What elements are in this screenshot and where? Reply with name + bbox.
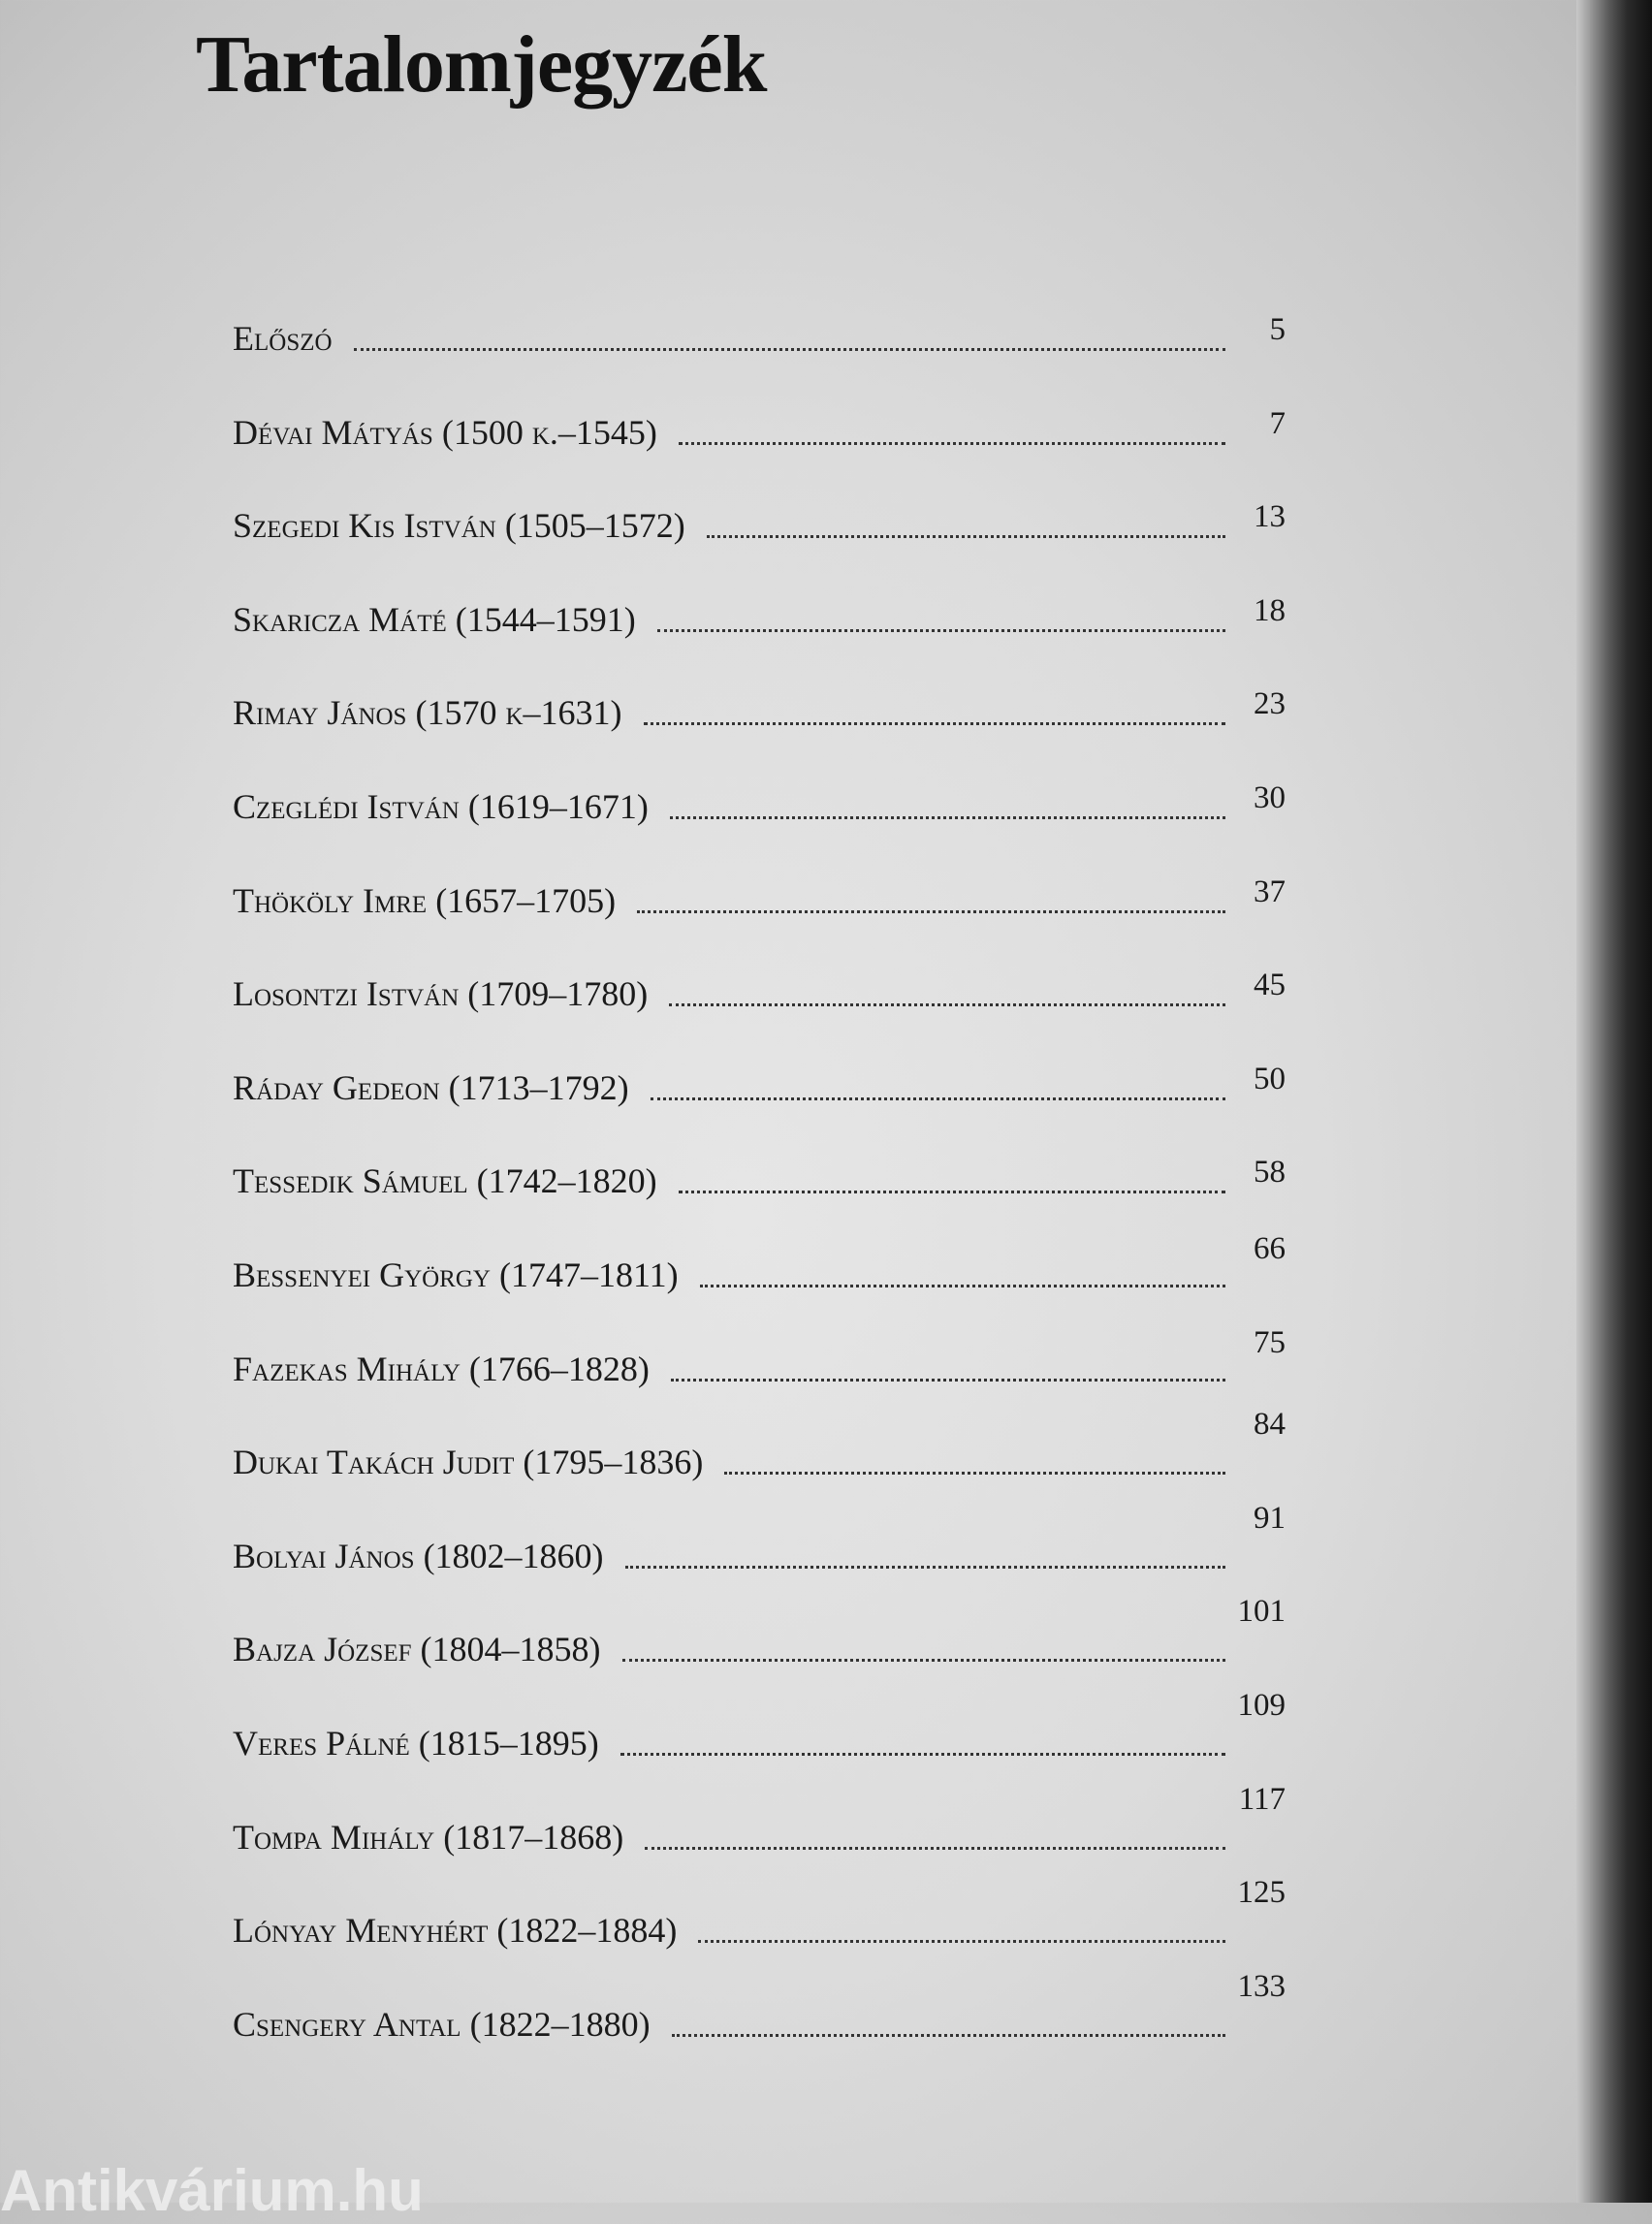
entry-page-number: 5 (1269, 312, 1287, 347)
toc-entry: Tompa Mihály (1817–1868) 117 (233, 1782, 1286, 1858)
entry-page-number: 109 (1237, 1688, 1287, 1723)
entry-title: Tessedik Sámuel (1742–1820) (233, 1161, 657, 1201)
entry-page-number: 84 (1254, 1407, 1286, 1443)
toc-entry: Szegedi Kis István (1505–1572) 13 (233, 478, 1286, 546)
toc-entry: Csengery Antal (1822–1880) 133 (233, 1969, 1286, 2045)
entry-title: Losontzi István (1709–1780) (233, 974, 649, 1014)
entry-title: Czeglédi István (1619–1671) (233, 787, 649, 826)
watermark: Antikvárium.hu (0, 2158, 424, 2223)
dot-leader (724, 1472, 1225, 1476)
toc-entry: Lónyay Menyhért (1822–1884) 125 (233, 1875, 1286, 1951)
dot-leader (645, 1846, 1225, 1850)
entry-title: Szegedi Kis István (1505–1572) (233, 506, 685, 546)
dot-leader (637, 909, 1225, 913)
dot-leader (644, 722, 1225, 726)
page-title: Tartalomjegyzék (196, 19, 767, 110)
entry-title: Fazekas Mihály (1766–1828) (233, 1349, 650, 1388)
toc-entry: Czeglédi István (1619–1671) 30 (233, 759, 1286, 827)
entry-title: Dévai Mátyás (1500 k.–1545) (233, 412, 657, 452)
dot-leader (657, 628, 1225, 632)
toc-entry: Skaricza Máté (1544–1591) 18 (233, 572, 1286, 640)
entry-page-number: 50 (1254, 1061, 1286, 1096)
dot-leader (700, 1285, 1225, 1287)
entry-page-number: 66 (1254, 1231, 1286, 1266)
dot-leader (620, 1753, 1225, 1756)
toc-entry: Ráday Gedeon (1713–1792) 50 (233, 1040, 1286, 1108)
dot-leader (354, 348, 1225, 351)
entry-title: Rimay János (1570 k–1631) (233, 693, 622, 733)
toc-entry: Losontzi István (1709–1780) 45 (233, 946, 1286, 1014)
entry-page-number: 75 (1254, 1324, 1286, 1360)
entry-page-number: 117 (1238, 1781, 1286, 1817)
dot-leader (669, 1003, 1225, 1007)
entry-title: Veres Pálné (1815–1895) (233, 1724, 599, 1763)
entry-title: Bolyai János (1802–1860) (233, 1536, 604, 1575)
toc-entry: Bessenyei György (1747–1811) 66 (233, 1227, 1286, 1295)
toc-entry: Dukai Takách Judit (1795–1836) 84 (233, 1407, 1286, 1482)
dot-leader (671, 1378, 1225, 1382)
entry-page-number: 37 (1254, 874, 1286, 909)
toc-entry: Bolyai János (1802–1860) 91 (233, 1501, 1286, 1576)
dot-leader (679, 441, 1225, 445)
dot-leader (679, 1191, 1225, 1194)
dot-leader (670, 816, 1225, 819)
entry-page-number: 7 (1269, 405, 1287, 441)
entry-page-number: 45 (1254, 968, 1286, 1003)
entry-page-number: 101 (1237, 1594, 1287, 1630)
entry-title: Bessenyei György (1747–1811) (233, 1255, 679, 1294)
entry-title: Dukai Takách Judit (1795–1836) (233, 1443, 704, 1482)
entry-title: Lónyay Menyhért (1822–1884) (233, 1911, 678, 1951)
dot-leader (672, 2033, 1225, 2037)
entry-page-number: 58 (1254, 1155, 1286, 1191)
toc-entry: Rimay János (1570 k–1631) 23 (233, 665, 1286, 733)
entry-title: Tompa Mihály (1817–1868) (233, 1817, 624, 1857)
entry-title: Bajza József (1804–1858) (233, 1630, 601, 1669)
entry-title: Ráday Gedeon (1713–1792) (233, 1067, 629, 1107)
entry-page-number: 125 (1237, 1875, 1287, 1911)
entry-page-number: 13 (1254, 499, 1286, 535)
toc-entry: Veres Pálné (1815–1895) 109 (233, 1688, 1286, 1763)
toc-entry: Előszó 5 (233, 291, 1286, 359)
book-spine-edge (1590, 0, 1652, 2203)
dot-leader (625, 1565, 1225, 1569)
entry-page-number: 18 (1254, 592, 1286, 628)
entry-page-number: 91 (1254, 1500, 1286, 1536)
entry-title: Skaricza Máté (1544–1591) (233, 599, 636, 639)
entry-title: Csengery Antal (1822–1880) (233, 2004, 651, 2044)
page-edge-shadow (1576, 0, 1590, 2203)
dot-leader (651, 1096, 1225, 1100)
entry-title: Thököly Imre (1657–1705) (233, 880, 617, 920)
toc-entry: Tessedik Sámuel (1742–1820) 58 (233, 1133, 1286, 1201)
toc-entry: Bajza József (1804–1858) 101 (233, 1594, 1286, 1669)
entry-page-number: 30 (1254, 780, 1286, 815)
dot-leader (622, 1659, 1225, 1663)
entry-page-number: 23 (1254, 686, 1286, 722)
entry-title: Előszó (233, 319, 333, 358)
toc-entry: Fazekas Mihály (1766–1828) 75 (233, 1321, 1286, 1389)
toc-entry: Dévai Mátyás (1500 k.–1545) 7 (233, 385, 1286, 453)
dot-leader (707, 535, 1225, 539)
toc-entry: Thököly Imre (1657–1705) 37 (233, 853, 1286, 921)
entry-page-number: 133 (1237, 1968, 1287, 2004)
dot-leader (698, 1940, 1225, 1944)
